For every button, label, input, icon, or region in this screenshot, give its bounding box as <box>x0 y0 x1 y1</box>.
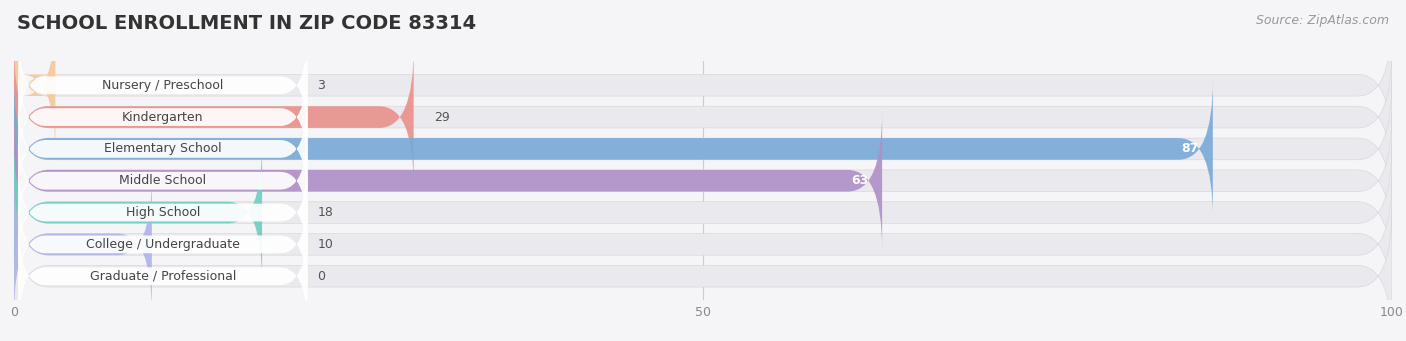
FancyBboxPatch shape <box>14 16 1392 154</box>
Text: 87: 87 <box>1181 143 1199 155</box>
FancyBboxPatch shape <box>14 48 1392 186</box>
Text: Kindergarten: Kindergarten <box>122 110 204 123</box>
FancyBboxPatch shape <box>14 112 882 250</box>
Text: 3: 3 <box>318 79 325 92</box>
FancyBboxPatch shape <box>14 176 1392 313</box>
FancyBboxPatch shape <box>18 190 308 299</box>
FancyBboxPatch shape <box>14 112 1392 250</box>
FancyBboxPatch shape <box>18 62 308 172</box>
Text: 29: 29 <box>434 110 450 123</box>
FancyBboxPatch shape <box>18 94 308 204</box>
FancyBboxPatch shape <box>14 80 1213 218</box>
FancyBboxPatch shape <box>14 207 1392 341</box>
Text: 0: 0 <box>318 270 325 283</box>
Text: 10: 10 <box>318 238 333 251</box>
FancyBboxPatch shape <box>18 158 308 267</box>
FancyBboxPatch shape <box>14 176 152 313</box>
FancyBboxPatch shape <box>14 48 413 186</box>
FancyBboxPatch shape <box>14 80 1392 218</box>
Text: 63: 63 <box>851 174 869 187</box>
FancyBboxPatch shape <box>14 144 262 281</box>
FancyBboxPatch shape <box>14 144 1392 281</box>
FancyBboxPatch shape <box>18 126 308 236</box>
FancyBboxPatch shape <box>18 221 308 331</box>
Text: 18: 18 <box>318 206 333 219</box>
Text: Elementary School: Elementary School <box>104 143 222 155</box>
FancyBboxPatch shape <box>14 16 55 154</box>
Text: Source: ZipAtlas.com: Source: ZipAtlas.com <box>1256 14 1389 27</box>
Text: Nursery / Preschool: Nursery / Preschool <box>103 79 224 92</box>
Text: High School: High School <box>125 206 200 219</box>
Text: College / Undergraduate: College / Undergraduate <box>86 238 240 251</box>
FancyBboxPatch shape <box>18 30 308 140</box>
Text: Graduate / Professional: Graduate / Professional <box>90 270 236 283</box>
Text: SCHOOL ENROLLMENT IN ZIP CODE 83314: SCHOOL ENROLLMENT IN ZIP CODE 83314 <box>17 14 477 33</box>
Text: Middle School: Middle School <box>120 174 207 187</box>
